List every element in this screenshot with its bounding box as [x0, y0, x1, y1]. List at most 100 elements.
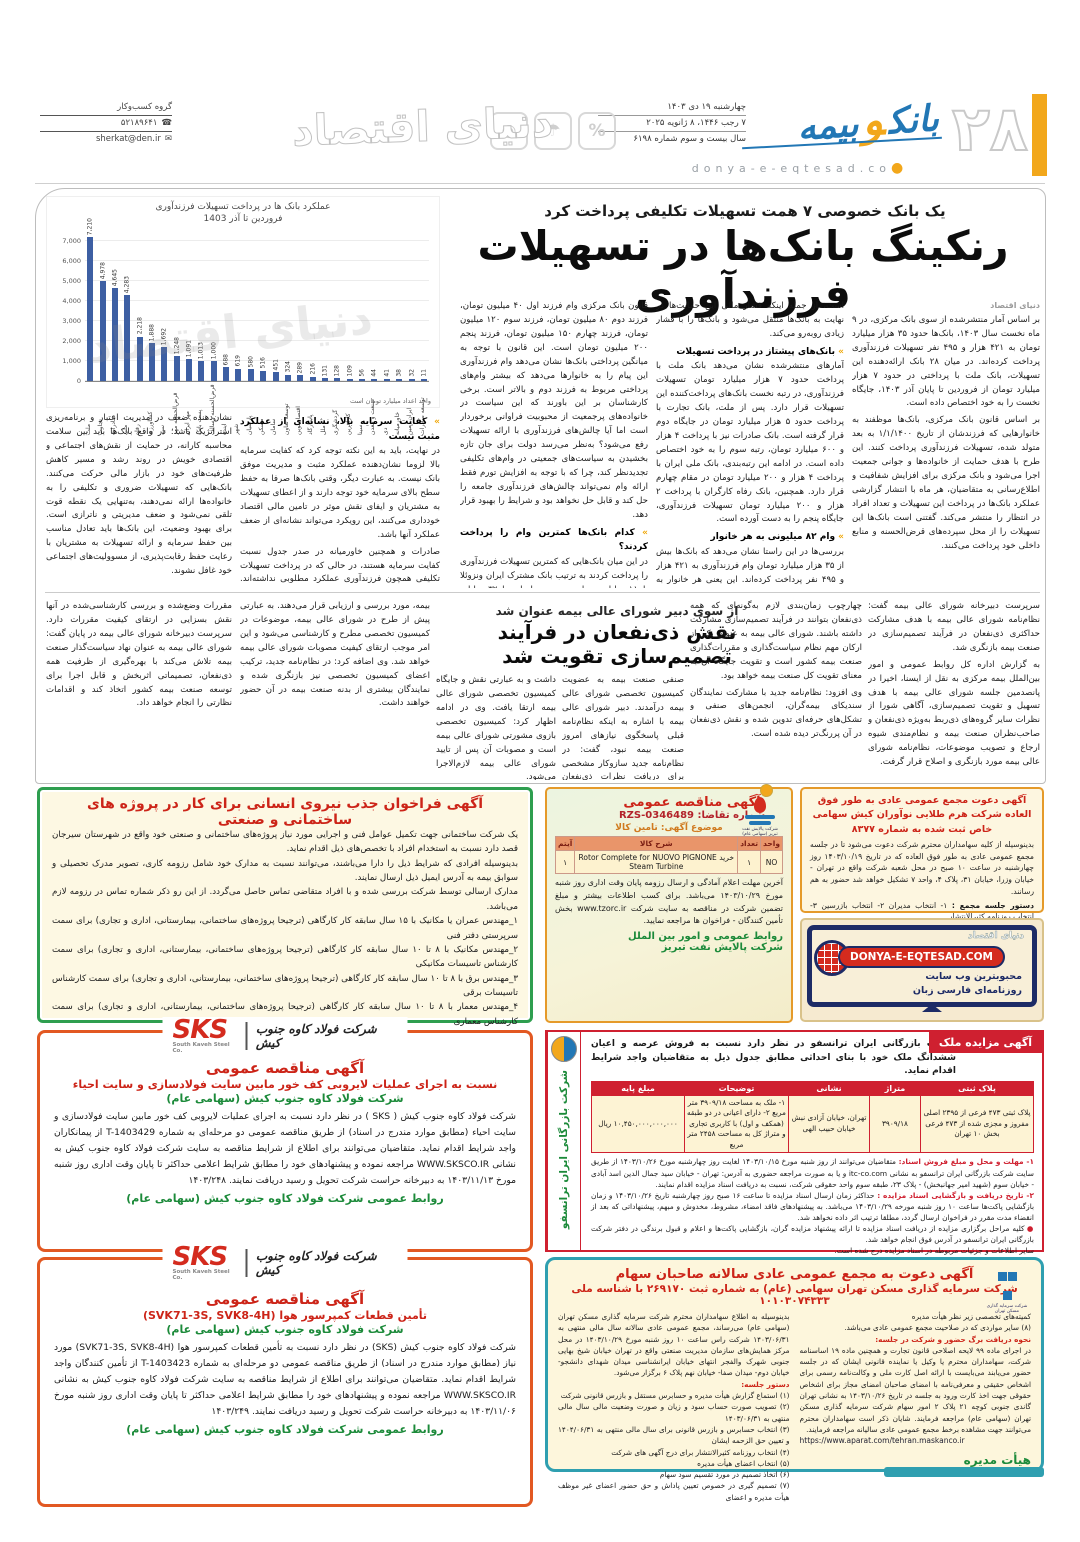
col-unit: واحد: [760, 836, 783, 851]
insurance-kicker: از سوی دبیر شورای عالی بیمه عنوان شد: [495, 604, 739, 618]
jobs-ad: آگهی فراخوان جذب نیروی انسانی برای کار د…: [37, 787, 533, 1070]
transfo-side-strip: شرکت بازرگانی ایران ترانسفو: [547, 1032, 581, 1250]
article-paragraph: بررسی‌ها در این راستا نشان می‌دهد که بان…: [656, 546, 844, 585]
maskan-logo-caption: شرکت سرمایه گذاری مسکن تهران: [986, 1304, 1028, 1314]
tabriz-ad-body: آخرین مهلت اعلام آمادگی و ارسال رزومه پا…: [555, 878, 783, 926]
article-column-3: قانون بانک مرکزی وام فرزند اول ۴۰ میلیون…: [460, 300, 648, 588]
col-address: نشانی: [788, 1080, 870, 1096]
mail-icon: ✉: [164, 134, 172, 144]
source-tag: دنیای اقتصاد: [990, 301, 1040, 310]
transfo-note-line: ۱- مهلت و محل و مبلغ فروش اسناد: متقاضیا…: [591, 1157, 1035, 1189]
site-url[interactable]: donya-e-eqtesad.co●: [691, 160, 909, 176]
article-subhead: بانک‌های پیشتاز در پرداخت تسهیلات: [656, 345, 844, 360]
maskan-title: آگهی دعوت به مجمع عمومی عادی سالانه صاحب…: [615, 1267, 974, 1282]
main-article-headline: رنکینگ بانک‌ها در تسهیلات فرزندآوری: [477, 222, 1010, 318]
sks-logo: SKS South Kaveh Steel Co. شرکت فولاد کاوه…: [162, 1244, 408, 1281]
col-base-price: مبلغ پایه: [591, 1080, 685, 1096]
insurance-column-m1: صنفی صنعت بیمه به عضویت کمیسیون تخصصی شو…: [562, 674, 684, 780]
jobs-ad-line: ۳_مهندس برق با ۸ تا ۱۰ سال سابقه کار کار…: [52, 973, 519, 998]
sks2-subtitle: تأمین قطعات کمپرسور هوا (SVK71-3S, SVK8-…: [142, 1309, 428, 1322]
col-item: آیتم: [554, 836, 576, 851]
section-logo-bank: بانک: [886, 98, 941, 143]
sks1-subtitle: نسبت به اجرای عملیات لایروبی کف خور مابی…: [72, 1078, 498, 1091]
cell-qty: ۱: [737, 850, 762, 874]
transfo-main-area: آگهی مزایده ملک شرکت بازرگانی ایران تران…: [583, 1032, 1042, 1277]
flame-icon: [754, 797, 766, 813]
chart-y-axis: 0 1,000 2,000 3,000 4,000 5,000 6,000 7,000: [62, 237, 81, 385]
article-paragraph: صادرات و همچنین خاورمیانه در صدر جدول نس…: [240, 546, 440, 585]
maskan-agenda-list: (۱) استماع گزارش هیأت مدیره و حسابرس مست…: [558, 1390, 790, 1503]
sks1-title: آگهی مناقصه عمومی: [205, 1059, 365, 1077]
umbrella-icon: ☂: [534, 112, 572, 150]
tabriz-logo-caption: شرکت پالایش نفت تبریز (سهامی عام): [742, 827, 778, 837]
phone-row: ☎ ۵۲۱۸۹۶۴۱: [40, 116, 172, 132]
issue-number: سال بیست و سوم شماره ۶۱۹۸: [633, 134, 746, 144]
tabriz-refinery-tender-ad: شرکت پالایش نفت تبریز (سهامی عام) آگهی م…: [545, 784, 793, 1023]
bank-performance-chart: عملکرد بانک ها در پرداخت تسهیلات فرزندآو…: [46, 196, 440, 435]
article-paragraph: بر اساس قانون بانک مرکزی، بانک‌ها موظفند…: [852, 415, 1040, 551]
maskan-agenda-item: (۲) تصویب صورت حساب سود و زیان و صورت وض…: [558, 1402, 790, 1423]
maskan-agenda-item: (۶) اتخاذ تصمیم در مورد تقسیم سود سهام: [659, 1470, 790, 1480]
col-area: متراژ: [869, 1080, 921, 1096]
maskan-assembly-ad: شرکت سرمایه گذاری مسکن تهران آگهی دعوت ب…: [545, 1257, 1044, 1502]
corner-pin-icon: [760, 784, 773, 797]
insurance-headline: نقش ذی‌نفعان در فرآیند تصمیم‌سازی تقویت …: [497, 620, 737, 668]
email-row[interactable]: ✉ sherkat@den.ir: [40, 132, 172, 147]
content-frame: [35, 188, 1046, 784]
golden-pyramid-assembly-ad: آگهی دعوت مجمع عمومی عادی به طور فوق الع…: [800, 787, 1044, 935]
transfo-note-line: ۲- تاریخ دریافت و بازگشایی اسناد مزایده …: [591, 1190, 1035, 1222]
article-paragraph: صنفی صنعت بیمه به عضویت کمیسیون تخصصی شو…: [562, 675, 684, 780]
article-paragraph: آمارهای منتشرشده نشان می‌دهد بانک ملت با…: [656, 361, 844, 525]
article-paragraph: داشت و به عبارتی نقش و جایگاه کمیسیون تخ…: [436, 675, 556, 780]
jobs-ad-line: ۴_مهندس معمار با ۸ تا ۱۰ سال سابقه کار ک…: [52, 1002, 518, 1027]
sks1-body: شرکت فولاد کاوه جنوب کیش ( SKS ) در نظر …: [54, 1111, 516, 1187]
maskan-intro: بدینوسیله به اطلاع سهامداران محترم شرکت …: [558, 1312, 790, 1378]
pyramid-agenda: دستور جلسه مجمع : ۱- انتخاب مدیران ۲- ان…: [810, 900, 1034, 922]
cubes-icon: [981, 1266, 1033, 1304]
sks-logo-fa: شرکت فولاد کاوه جنوب کیش: [245, 1248, 398, 1277]
contact-block: گروه کسب‌وکار ☎ ۵۲۱۸۹۶۴۱ ✉ sherkat@den.ir: [40, 100, 172, 147]
transfo-intro: شرکت بازرگانی ایران ترانسفو در نظر دارد …: [591, 1039, 956, 1076]
article-paragraph: سرپرست دبیرخانه شورای عالی بیمه گفت: نظا…: [868, 601, 1040, 653]
monitor-stand: [922, 1004, 942, 1012]
maskan-agenda-item: (۱) استماع گزارش هیأت مدیره و حسابرس مست…: [560, 1391, 790, 1401]
article-divider: [45, 592, 1040, 593]
phone-icon: ☎: [161, 118, 172, 128]
cell-unit: NO: [760, 850, 783, 874]
transfo-note-line: سایر اطلاعات و جزئیات مربوطه در اسناد مز…: [834, 1246, 1034, 1256]
promo-url-pill[interactable]: DONYA-E-EQTESAD.COM: [838, 946, 1005, 968]
table-row: NO ۱ خرید Rotor Complete for NUOVO PIGNO…: [554, 850, 783, 874]
newspaper-logo: دنیای اقتصاد: [291, 97, 555, 156]
maskan-aparat-link[interactable]: https://www.aparat.com/tehran.maskanco.i…: [799, 1436, 965, 1446]
business-group-label: گروه کسب‌وکار: [40, 100, 172, 116]
maskan-agenda-label: دستور جلسه:: [741, 1379, 790, 1389]
iran-transfo-logo: [551, 1036, 577, 1062]
sks1-company: شرکت فولاد کاوه جنوب کیش (سهامی عام): [166, 1092, 404, 1105]
sks-compressor-tender-ad: SKS South Kaveh Steel Co. شرکت فولاد کاوه…: [37, 1244, 533, 1507]
section-accent-bar: [1032, 94, 1047, 176]
maskan-right-column: بدینوسیله به اطلاع سهامداران محترم شرکت …: [558, 1311, 790, 1503]
wave-icon: [749, 821, 771, 825]
article-paragraph: وی افزود: نظام‌نامه جدید با مشارکت نماین…: [690, 687, 862, 740]
maskan-left-line: (۸) سایر مواردی که در صلاحیت مجمع عمومی …: [844, 1323, 1031, 1333]
sks1-footer: روابط عمومی شرکت فولاد کاوه جنوب کیش (سه…: [126, 1192, 444, 1206]
promo-tagline: محبوبترین وب سایت روزنامه‌ای فارسی زبان: [912, 971, 1022, 997]
cell-address: تهران، خیابان آزادی نبش خیابان حبیب الهی: [788, 1094, 870, 1154]
jobs-ad-line: بدینوسیله افرادی که شرایط ذیل را دارا می…: [52, 858, 518, 884]
table-row: پلاک ثبتی ۴۷۳ فرعی از ۲۳۹۵ اصلی مفروز و …: [591, 1094, 1034, 1154]
percent-icon: %: [578, 112, 616, 150]
header-icon-row: ◉ ☂ %: [490, 112, 616, 150]
date-block: چهارشنبه ۱۹ دی ۱۴۰۳ ۷ رجب ۱۴۴۶، ۸ ژانویه…: [598, 100, 746, 147]
article-paragraph: بر اساس آمار منتشرشده از سوی بانک مرکزی،…: [852, 314, 1040, 409]
article-paragraph: مقررات وضع‌شده و بررسی کارشناسی‌شده در آ…: [46, 601, 232, 709]
transfo-company-vertical: شرکت بازرگانی ایران ترانسفو: [558, 1070, 570, 1230]
chart-plot-area: 0 1,000 2,000 3,000 4,000 5,000 6,000 7,000 7,2…: [53, 218, 433, 435]
article-paragraph: بیمه، مورد بررسی و ارزیابی قرار می‌دهند.…: [240, 601, 430, 709]
maskan-agenda-item: (۷) تصمیم گیری در خصوص تعیین پاداش و حق …: [558, 1481, 790, 1502]
transfo-note-line: ● کلیه مراحل برگزاری مزایده از دریافت اس…: [591, 1224, 1034, 1245]
maskan-footer: هیأت مدیره: [963, 1452, 1031, 1467]
article-subhead: کدام بانک‌ها کمترین وام را پرداخت کردند؟: [460, 526, 648, 555]
section-logo-vav: و: [860, 94, 886, 146]
article-subhead: کفایت سرمایه بالا، نشانه‌ای از عملکرد مث…: [240, 415, 440, 444]
wave-icon: [745, 815, 775, 819]
